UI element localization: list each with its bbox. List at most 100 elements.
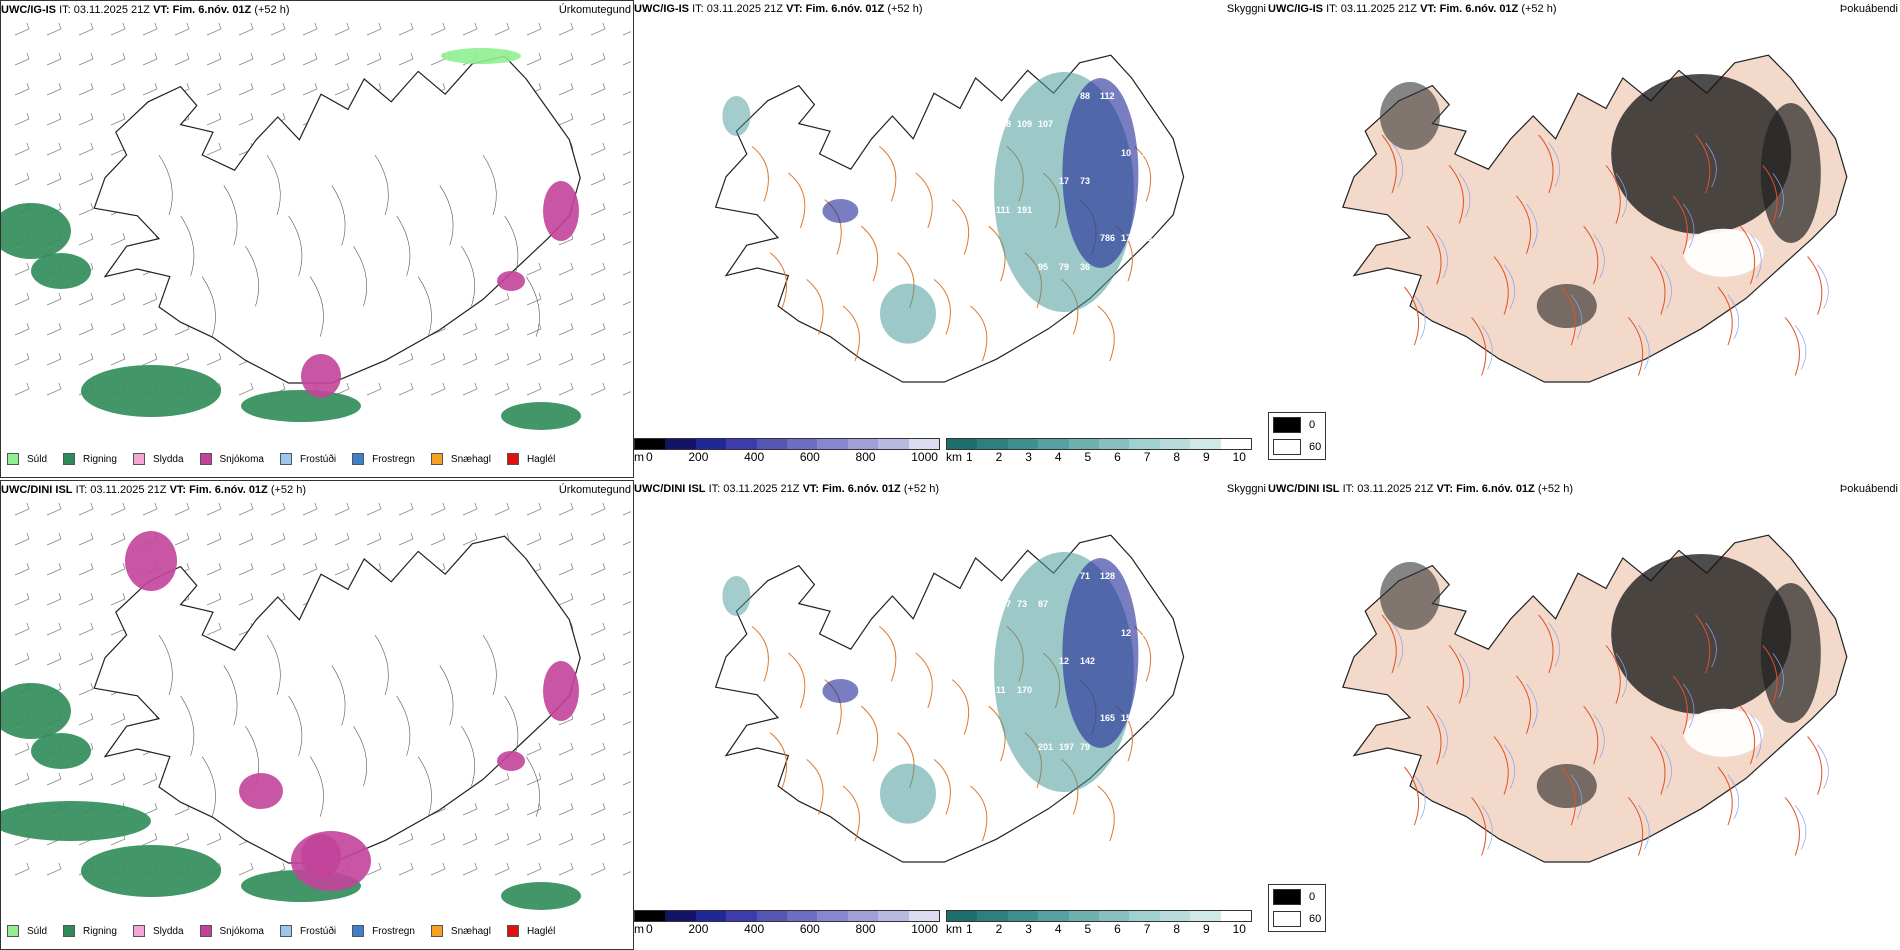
value-label: 291 bbox=[1080, 799, 1095, 809]
value-label: 73 bbox=[1017, 599, 1027, 609]
it-label: IT: bbox=[1326, 3, 1338, 15]
lead-time: (+52 h) bbox=[1537, 483, 1574, 495]
legend-label: Slydda bbox=[152, 453, 184, 465]
ceiling-ticks: 0 200 400 600 800 1000 bbox=[646, 922, 938, 936]
tick-label: 10 bbox=[1232, 450, 1246, 464]
value-label: 101 bbox=[996, 542, 1011, 552]
tick-label: 3 bbox=[1025, 450, 1032, 464]
legend-swatch bbox=[199, 925, 212, 937]
map-area: 21 36 93 93 13 107 78 191 112 52 73 12 79 118 173 174 10… bbox=[634, 20, 1264, 445]
map-canvas bbox=[1341, 534, 1848, 863]
vt-label: VT: bbox=[786, 3, 803, 15]
colorbar-segment bbox=[695, 439, 727, 449]
visibility-colorbar bbox=[946, 438, 1252, 450]
value-label: 12 bbox=[1121, 628, 1131, 638]
model-name: UWC/DINI ISL bbox=[1, 484, 73, 496]
legend-swatch bbox=[430, 453, 443, 465]
map-area bbox=[0, 501, 638, 916]
legend-item: 60 bbox=[1273, 437, 1325, 457]
tick-label: 6 bbox=[1114, 450, 1121, 464]
tick-label: 4 bbox=[1054, 450, 1062, 464]
value-label: 17 bbox=[1059, 176, 1069, 186]
value-label: 88 bbox=[1080, 91, 1090, 101]
tick-label: 600 bbox=[799, 922, 820, 936]
legend-label: Snæhagl bbox=[450, 925, 491, 937]
legend-label: Súld bbox=[27, 925, 48, 937]
legend-label: Rigning bbox=[83, 453, 117, 465]
value-label: 11 bbox=[996, 685, 1006, 695]
legend-label: Rigning bbox=[83, 925, 117, 937]
value-label: 128 bbox=[1100, 571, 1115, 581]
panel-header: UWC/IG-IS IT: 03.11.2025 21Z VT: Fim. 6.… bbox=[1, 1, 633, 19]
panel-header: UWC/DINI ISL IT: 03.11.2025 21Z VT: Fim.… bbox=[634, 480, 1268, 498]
legend-swatch bbox=[506, 925, 519, 937]
value-label: 142 bbox=[1080, 656, 1095, 666]
vt-label: VT: bbox=[169, 484, 187, 496]
tick-label: 7 bbox=[1143, 450, 1151, 464]
legend-swatch bbox=[63, 925, 76, 937]
legend-swatch bbox=[352, 453, 365, 465]
colorbar-segment bbox=[977, 911, 1008, 921]
legend-swatch bbox=[1273, 439, 1301, 455]
value-label: 71 bbox=[1080, 571, 1090, 581]
tick-label: 9 bbox=[1203, 922, 1210, 936]
colorbar-segment bbox=[1190, 439, 1221, 449]
vt-label: VT: bbox=[1420, 3, 1437, 15]
ceiling-colorbar bbox=[634, 910, 940, 922]
colorbar-segment bbox=[1099, 911, 1130, 921]
tick-label: 7 bbox=[1143, 922, 1151, 936]
map-area: 101 79 83 89 77 87 10 170 128 37 142 88 197 137 135 158… bbox=[634, 500, 1264, 925]
colorbar-segment bbox=[665, 911, 696, 921]
valid-time: Fim. 6.nóv. 01Z bbox=[805, 3, 885, 15]
vt-label: VT: bbox=[153, 4, 170, 16]
value-label: 10 bbox=[1121, 148, 1131, 158]
colorbar-segment bbox=[1220, 439, 1252, 449]
legend-swatch bbox=[352, 925, 365, 937]
colorbar-segment bbox=[1129, 911, 1160, 921]
value-label: 21 bbox=[996, 62, 1006, 72]
map-area bbox=[0, 21, 638, 436]
legend-item: Snjókoma bbox=[199, 925, 264, 937]
map-canvas: 21 36 93 93 13 107 78 191 112 52 73 12 79 118 173 174 10… bbox=[714, 54, 1185, 383]
panel-header: UWC/IG-IS IT: 03.11.2025 21Z VT: Fim. 6.… bbox=[634, 0, 1268, 18]
colorbar-segment bbox=[947, 439, 978, 449]
tick-label: 5 bbox=[1084, 922, 1092, 936]
value-label: 201 bbox=[1038, 742, 1053, 752]
colorbar-segment bbox=[817, 439, 848, 449]
tick-label: 1 bbox=[966, 922, 973, 936]
ceiling-unit: m bbox=[634, 922, 644, 936]
value-label: 79 bbox=[1059, 262, 1069, 272]
legend-swatch bbox=[63, 453, 76, 465]
colorbar-segment bbox=[1038, 439, 1069, 449]
value-label: 158 bbox=[1121, 713, 1136, 723]
legend-label: Súld bbox=[27, 453, 48, 465]
value-label: 108 bbox=[1017, 827, 1032, 837]
colorbar-segment bbox=[908, 911, 940, 921]
legend-item: Haglél bbox=[506, 453, 556, 465]
value-label: 79 bbox=[1080, 742, 1090, 752]
colorbar-segment bbox=[1007, 911, 1039, 921]
init-time: 03.11.2025 21Z bbox=[73, 4, 150, 16]
model-name: UWC/IG-IS bbox=[1268, 3, 1323, 15]
fog-legend: 0 60 bbox=[1268, 884, 1326, 932]
colorbar-segment bbox=[878, 911, 909, 921]
tick-label: 400 bbox=[744, 922, 765, 936]
legend-item: Frostúði bbox=[279, 453, 336, 465]
parameter-name: Úrkomutegund bbox=[558, 4, 631, 16]
model-name: UWC/IG-IS bbox=[634, 3, 689, 15]
value-label: 88 bbox=[1163, 542, 1173, 552]
map-panel-6: UWC/DINI ISL IT: 03.11.2025 21Z VT: Fim.… bbox=[1268, 480, 1900, 950]
lead-time: (+52 h) bbox=[1521, 3, 1557, 15]
colorbar-segment bbox=[756, 911, 788, 921]
legend-item: Rigning bbox=[63, 453, 117, 465]
value-label: 78 bbox=[1121, 319, 1131, 329]
value-label: 109 bbox=[1017, 119, 1032, 129]
value-label: 52 bbox=[996, 290, 1006, 300]
value-label: 111 bbox=[996, 205, 1010, 215]
legend-label: Haglél bbox=[526, 453, 556, 465]
value-label: 73 bbox=[1080, 176, 1090, 186]
value-label: 93 bbox=[1059, 347, 1069, 357]
colorbar-segment bbox=[635, 439, 666, 449]
legend-item: Haglél bbox=[506, 925, 555, 937]
value-label: 165 bbox=[1100, 713, 1115, 723]
